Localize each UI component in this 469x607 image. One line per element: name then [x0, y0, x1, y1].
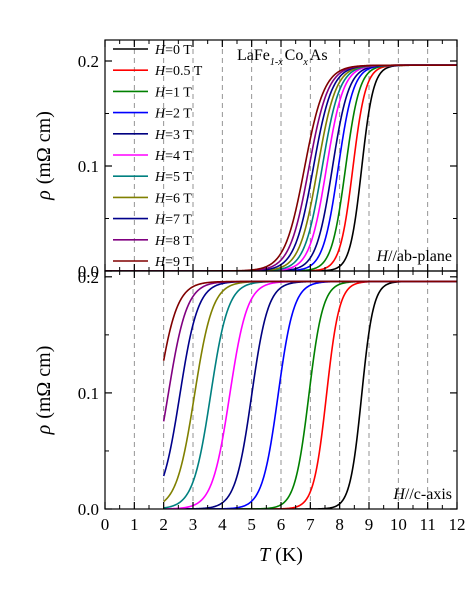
compound-as: As — [310, 47, 328, 64]
x-tick-label: 11 — [419, 515, 435, 534]
legend-field: =0.5 T — [165, 64, 203, 79]
y-axis-title: ρ (mΩ cm) — [33, 346, 55, 436]
annotation-h: H — [375, 248, 389, 265]
panel-annotation: H//c-axis — [392, 486, 452, 503]
y-axis-rho: ρ — [33, 425, 55, 436]
y-tick-label: 0.1 — [78, 157, 99, 176]
x-tick-label: 6 — [277, 515, 286, 534]
annotation-orientation: //ab-plane — [388, 248, 452, 265]
x-tick-label: 4 — [218, 515, 227, 534]
compound-sub1: 1-x — [270, 57, 283, 68]
legend-h: H — [154, 213, 166, 228]
legend-h: H — [154, 43, 166, 58]
legend-entry: H=0.5 T — [154, 64, 203, 79]
x-tick-label: 12 — [449, 515, 466, 534]
series-line-3T — [163, 280, 457, 509]
legend-field: =0 T — [165, 43, 192, 58]
x-tick-label: 8 — [335, 515, 344, 534]
annotation-h: H — [392, 486, 406, 503]
y-axis-title: ρ (mΩ cm) — [33, 111, 55, 201]
legend-h: H — [154, 170, 166, 185]
series-line-0.5T — [163, 280, 457, 509]
legend-field: =4 T — [165, 149, 192, 164]
x-tick-label: 10 — [390, 515, 407, 534]
legend-entry: H=8 T — [154, 234, 192, 249]
legend-entry: H=3 T — [154, 128, 192, 143]
annotation-orientation: //c-axis — [405, 486, 452, 503]
x-axis-title: T (K) — [259, 544, 303, 566]
legend-field: =6 T — [165, 191, 192, 206]
y-tick-label: 0.1 — [78, 384, 99, 403]
legend: H=0 TH=0.5 TH=1 TH=2 TH=3 TH=4 TH=5 TH=6… — [113, 43, 203, 270]
legend-field: =5 T — [165, 170, 192, 185]
legend-field: =2 T — [165, 107, 192, 122]
x-axis-unit: (K) — [270, 544, 303, 566]
legend-entry: H=6 T — [154, 191, 192, 206]
compound-sub2: x — [302, 57, 308, 68]
x-tick-label: 0 — [101, 515, 110, 534]
legend-h: H — [154, 85, 166, 100]
legend-field: =1 T — [165, 85, 192, 100]
series-group — [162, 280, 457, 509]
compound-base: LaFe — [237, 47, 270, 64]
x-tick-label: 7 — [306, 515, 315, 534]
panel-annotation: H//ab-plane — [375, 248, 452, 265]
series-line-0T — [163, 280, 457, 509]
legend-entry: H=0 T — [154, 43, 192, 58]
x-tick-label: 9 — [365, 515, 374, 534]
legend-field: =8 T — [165, 234, 192, 249]
legend-field: =3 T — [165, 128, 192, 143]
y-axis-unit: (mΩ cm) — [33, 111, 55, 184]
series-line-9T — [105, 64, 457, 271]
x-tick-label: 2 — [159, 515, 168, 534]
y-tick-label: 0.2 — [78, 52, 99, 71]
legend-h: H — [154, 149, 166, 164]
legend-h: H — [154, 191, 166, 206]
x-tick-label: 1 — [130, 515, 139, 534]
legend-field: =7 T — [165, 213, 192, 228]
legend-h: H — [154, 234, 166, 249]
legend-entry: H=9 T — [154, 255, 192, 270]
legend-h: H — [154, 128, 166, 143]
y-axis-unit: (mΩ cm) — [33, 346, 55, 419]
legend-h: H — [154, 64, 166, 79]
legend-h: H — [154, 107, 166, 122]
series-line-4T — [163, 280, 457, 509]
legend-entry: H=4 T — [154, 149, 192, 164]
legend-field: =9 T — [165, 255, 192, 270]
x-tick-label: 3 — [189, 515, 198, 534]
legend-entry: H=2 T — [154, 107, 192, 122]
series-line-2T — [163, 280, 457, 509]
compound-co: Co — [285, 47, 304, 64]
y-axis-rho: ρ — [33, 190, 55, 201]
series-line-1T — [163, 280, 457, 509]
legend-entry: H=1 T — [154, 85, 192, 100]
compound-formula: LaFe1-x Cox As — [237, 47, 328, 68]
y-tick-label: 0.2 — [78, 268, 99, 287]
legend-h: H — [154, 255, 166, 270]
y-tick-label: 0.0 — [78, 500, 99, 519]
legend-entry: H=5 T — [154, 170, 192, 185]
x-axis-t: T — [259, 544, 272, 566]
legend-entry: H=7 T — [154, 213, 192, 228]
y-tick-label: 0.0 — [78, 262, 99, 281]
x-tick-label: 5 — [247, 515, 256, 534]
series-line-9T — [162, 280, 457, 361]
